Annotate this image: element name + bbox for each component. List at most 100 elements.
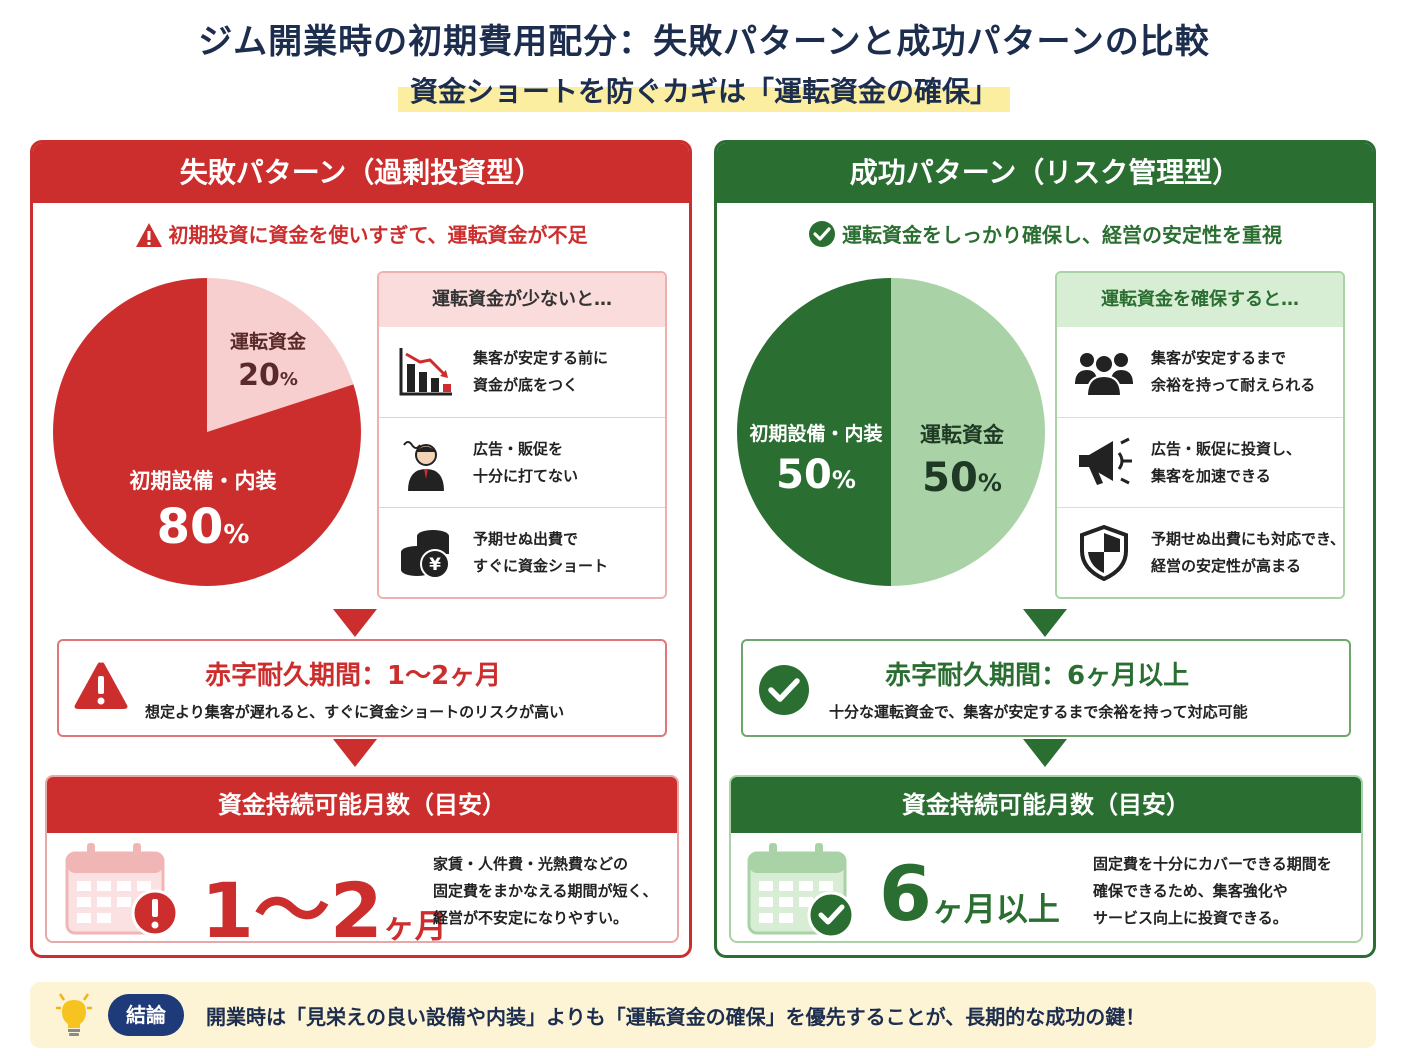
conclusion-text: 開業時は「見栄えの良い設備や内装」よりも「運転資金の確保」を優先することが、長期… — [206, 1004, 1146, 1029]
ok-effect-item: 予期せぬ出費にも対応でき、 経営の安定性が高まる — [1057, 507, 1343, 597]
fail-effect-line: すぐに資金ショート — [473, 556, 609, 575]
calendar-check-icon — [747, 843, 855, 939]
fail-pie-chart — [52, 278, 361, 586]
shield-icon — [1075, 524, 1133, 582]
fail-months-box: 資金持続可能月数（目安） 1〜2ヶ月 家賃・人件費・光熱費などの 固定費をまかな… — [45, 775, 679, 943]
megaphone-icon — [1075, 434, 1133, 492]
fail-pie-slice-0 — [207, 278, 354, 432]
people-group-icon — [1075, 343, 1133, 401]
ok-equipment-value: 50 — [776, 452, 832, 498]
ok-effect-line: 経営の安定性が高まる — [1151, 556, 1302, 575]
ok-working-unit: % — [977, 469, 1002, 497]
fail-panel-header: 失敗パターン（過剰投資型） — [33, 143, 689, 203]
fail-panel: 失敗パターン（過剰投資型） 初期投資に資金を使いすぎて、運転資金が不足 運転資金… — [30, 140, 692, 958]
fail-effect-item: ¥ 予期せぬ出費で すぐに資金ショート — [379, 507, 665, 597]
svg-text:¥: ¥ — [429, 555, 441, 575]
calendar-alert-icon — [65, 843, 179, 937]
fail-arrow-down — [333, 609, 377, 637]
ok-working-name: 運転資金 — [920, 423, 1004, 447]
check-circle-icon — [759, 665, 809, 715]
ok-months-unit: ヶ月以上 — [931, 890, 1060, 928]
ok-effect-line: 集客が安定するまで — [1151, 349, 1287, 367]
warning-icon — [135, 223, 162, 247]
subtitle-wrap: 資金ショートを防ぐカギは「運転資金の確保」 — [0, 70, 1408, 112]
fail-effect-line: 十分に打てない — [473, 466, 579, 485]
fail-effect-item: 広告・販促を 十分に打てない — [379, 417, 665, 507]
fail-months-desc-line: 固定費をまかなえる期間が短く、 — [433, 882, 658, 900]
fail-working-value-wrap: 20% — [203, 358, 333, 393]
fail-working-name: 運転資金 — [229, 331, 306, 353]
ok-effect-line: 広告・販促に投資し、 — [1151, 439, 1302, 458]
ok-months-description: 固定費を十分にカバーできる期間を 確保できるため、集客強化や サービス向上に投資… — [1093, 851, 1332, 932]
fail-effect-line: 集客が安定する前に — [473, 349, 609, 367]
fail-survival-subtitle: 想定より集客が遅れると、すぐに資金ショートのリスクが高い — [145, 703, 565, 721]
fail-months-desc-line: 経営が不安定になりやすい。 — [433, 909, 629, 927]
ok-effect-line: 予期せぬ出費にも対応でき、 — [1151, 529, 1345, 548]
fail-survival-title: 赤字耐久期間：1〜2ヶ月 — [205, 661, 502, 691]
ok-survival-box: 赤字耐久期間：6ヶ月以上 十分な運転資金で、集客が安定するまで余裕を持って対応可… — [741, 639, 1351, 737]
fail-equipment-value: 80 — [156, 499, 224, 555]
ok-effect-item: 集客が安定するまで余裕を持って耐えられる — [1057, 327, 1343, 417]
ok-panel-header: 成功パターン（リスク管理型） — [717, 143, 1373, 203]
ok-working-value: 50 — [922, 455, 978, 501]
fail-months-value: 1〜2ヶ月 — [201, 849, 447, 943]
ok-arrow-down — [1023, 609, 1067, 637]
declining-chart-icon — [397, 343, 455, 401]
conclusion-badge: 結論 — [108, 994, 184, 1036]
fail-effects-header: 運転資金が少ないと… — [379, 273, 665, 327]
ok-months-desc-line: サービス向上に投資できる。 — [1093, 909, 1288, 927]
ok-working-value-wrap: 50% — [897, 455, 1027, 501]
fail-working-value: 20 — [238, 358, 280, 393]
ok-tagline: 運転資金をしっかり確保し、経営の安定性を重視 — [717, 219, 1373, 248]
ok-equipment-unit: % — [831, 466, 856, 494]
ok-equipment-name: 初期設備・内装 — [749, 423, 883, 445]
ok-survival-title: 赤字耐久期間：6ヶ月以上 — [885, 661, 1190, 691]
ok-arrow-down — [1023, 739, 1067, 767]
ok-pie-chart — [737, 278, 1045, 586]
fail-survival-box: 赤字耐久期間：1〜2ヶ月 想定より集客が遅れると、すぐに資金ショートのリスクが高… — [57, 639, 667, 737]
ok-months-box: 資金持続可能月数（目安） 6ヶ月以上 固定費を十分にカバーできる期間を 確保でき… — [729, 775, 1363, 943]
fail-arrow-down — [333, 739, 377, 767]
fail-equipment-value-wrap: 80% — [103, 499, 303, 555]
ok-effects-box: 運転資金を確保すると… 集客が安定するまで余裕を持って耐えられる — [1055, 271, 1345, 599]
fail-pie-label-equipment: 初期設備・内装 80% — [103, 465, 303, 555]
page-title: ジム開業時の初期費用配分：失敗パターンと成功パターンの比較 — [198, 22, 1210, 62]
fail-pie-slice-1 — [52, 278, 361, 586]
fail-months-number: 1〜2 — [201, 866, 383, 943]
ok-pie-slice-1 — [737, 278, 891, 586]
yen-coins-icon: ¥ — [397, 524, 455, 582]
fail-equipment-unit: % — [223, 520, 250, 550]
ok-pie-slice-0 — [891, 278, 1045, 586]
fail-effect-line: 広告・販促を — [473, 439, 564, 458]
fail-effect-item: 集客が安定する前に 資金が底をつく — [379, 327, 665, 417]
fail-months-unit: ヶ月 — [382, 907, 447, 943]
subtitle: 資金ショートを防ぐカギは「運転資金の確保」 — [397, 70, 1010, 112]
conclusion-bar: 結論 開業時は「見栄えの良い設備や内装」よりも「運転資金の確保」を優先することが… — [30, 982, 1376, 1048]
ok-pie-label-equipment: 初期設備・内装 50% — [741, 419, 891, 498]
ok-effects-header: 運転資金を確保すると… — [1057, 273, 1343, 327]
check-circle-icon — [809, 221, 835, 247]
warning-icon — [74, 662, 128, 709]
fail-months-desc-line: 家賃・人件費・光熱費などの — [433, 855, 629, 873]
fail-working-unit: % — [279, 369, 298, 390]
fail-months-header: 資金持続可能月数（目安） — [47, 777, 677, 833]
fail-pie-label-working: 運転資金 20% — [203, 327, 333, 393]
fail-effect-line: 資金が底をつく — [473, 376, 579, 394]
ok-months-value: 6ヶ月以上 — [879, 849, 1060, 938]
ok-months-desc-line: 確保できるため、集客強化や — [1093, 882, 1288, 900]
worried-person-icon — [397, 434, 455, 492]
lightbulb-icon — [56, 993, 92, 1036]
fail-effects-box: 運転資金が少ないと… 集客が安定する前に 資金が底をつく — [377, 271, 667, 599]
fail-equipment-name: 初期設備・内装 — [129, 469, 277, 493]
ok-effect-item: 広告・販促に投資し、 集客を加速できる — [1057, 417, 1343, 507]
ok-months-number: 6 — [879, 849, 932, 938]
ok-equipment-value-wrap: 50% — [741, 452, 891, 498]
ok-tagline-text: 運転資金をしっかり確保し、経営の安定性を重視 — [842, 223, 1282, 247]
fail-tagline: 初期投資に資金を使いすぎて、運転資金が不足 — [33, 219, 689, 248]
ok-effect-line: 余裕を持って耐えられる — [1151, 376, 1316, 394]
fail-tagline-text: 初期投資に資金を使いすぎて、運転資金が不足 — [168, 223, 588, 247]
ok-months-desc-line: 固定費を十分にカバーできる期間を — [1093, 855, 1332, 873]
ok-effect-line: 集客を加速できる — [1151, 466, 1271, 485]
fail-months-description: 家賃・人件費・光熱費などの 固定費をまかなえる期間が短く、 経営が不安定になりや… — [433, 851, 658, 932]
ok-months-header: 資金持続可能月数（目安） — [731, 777, 1361, 833]
